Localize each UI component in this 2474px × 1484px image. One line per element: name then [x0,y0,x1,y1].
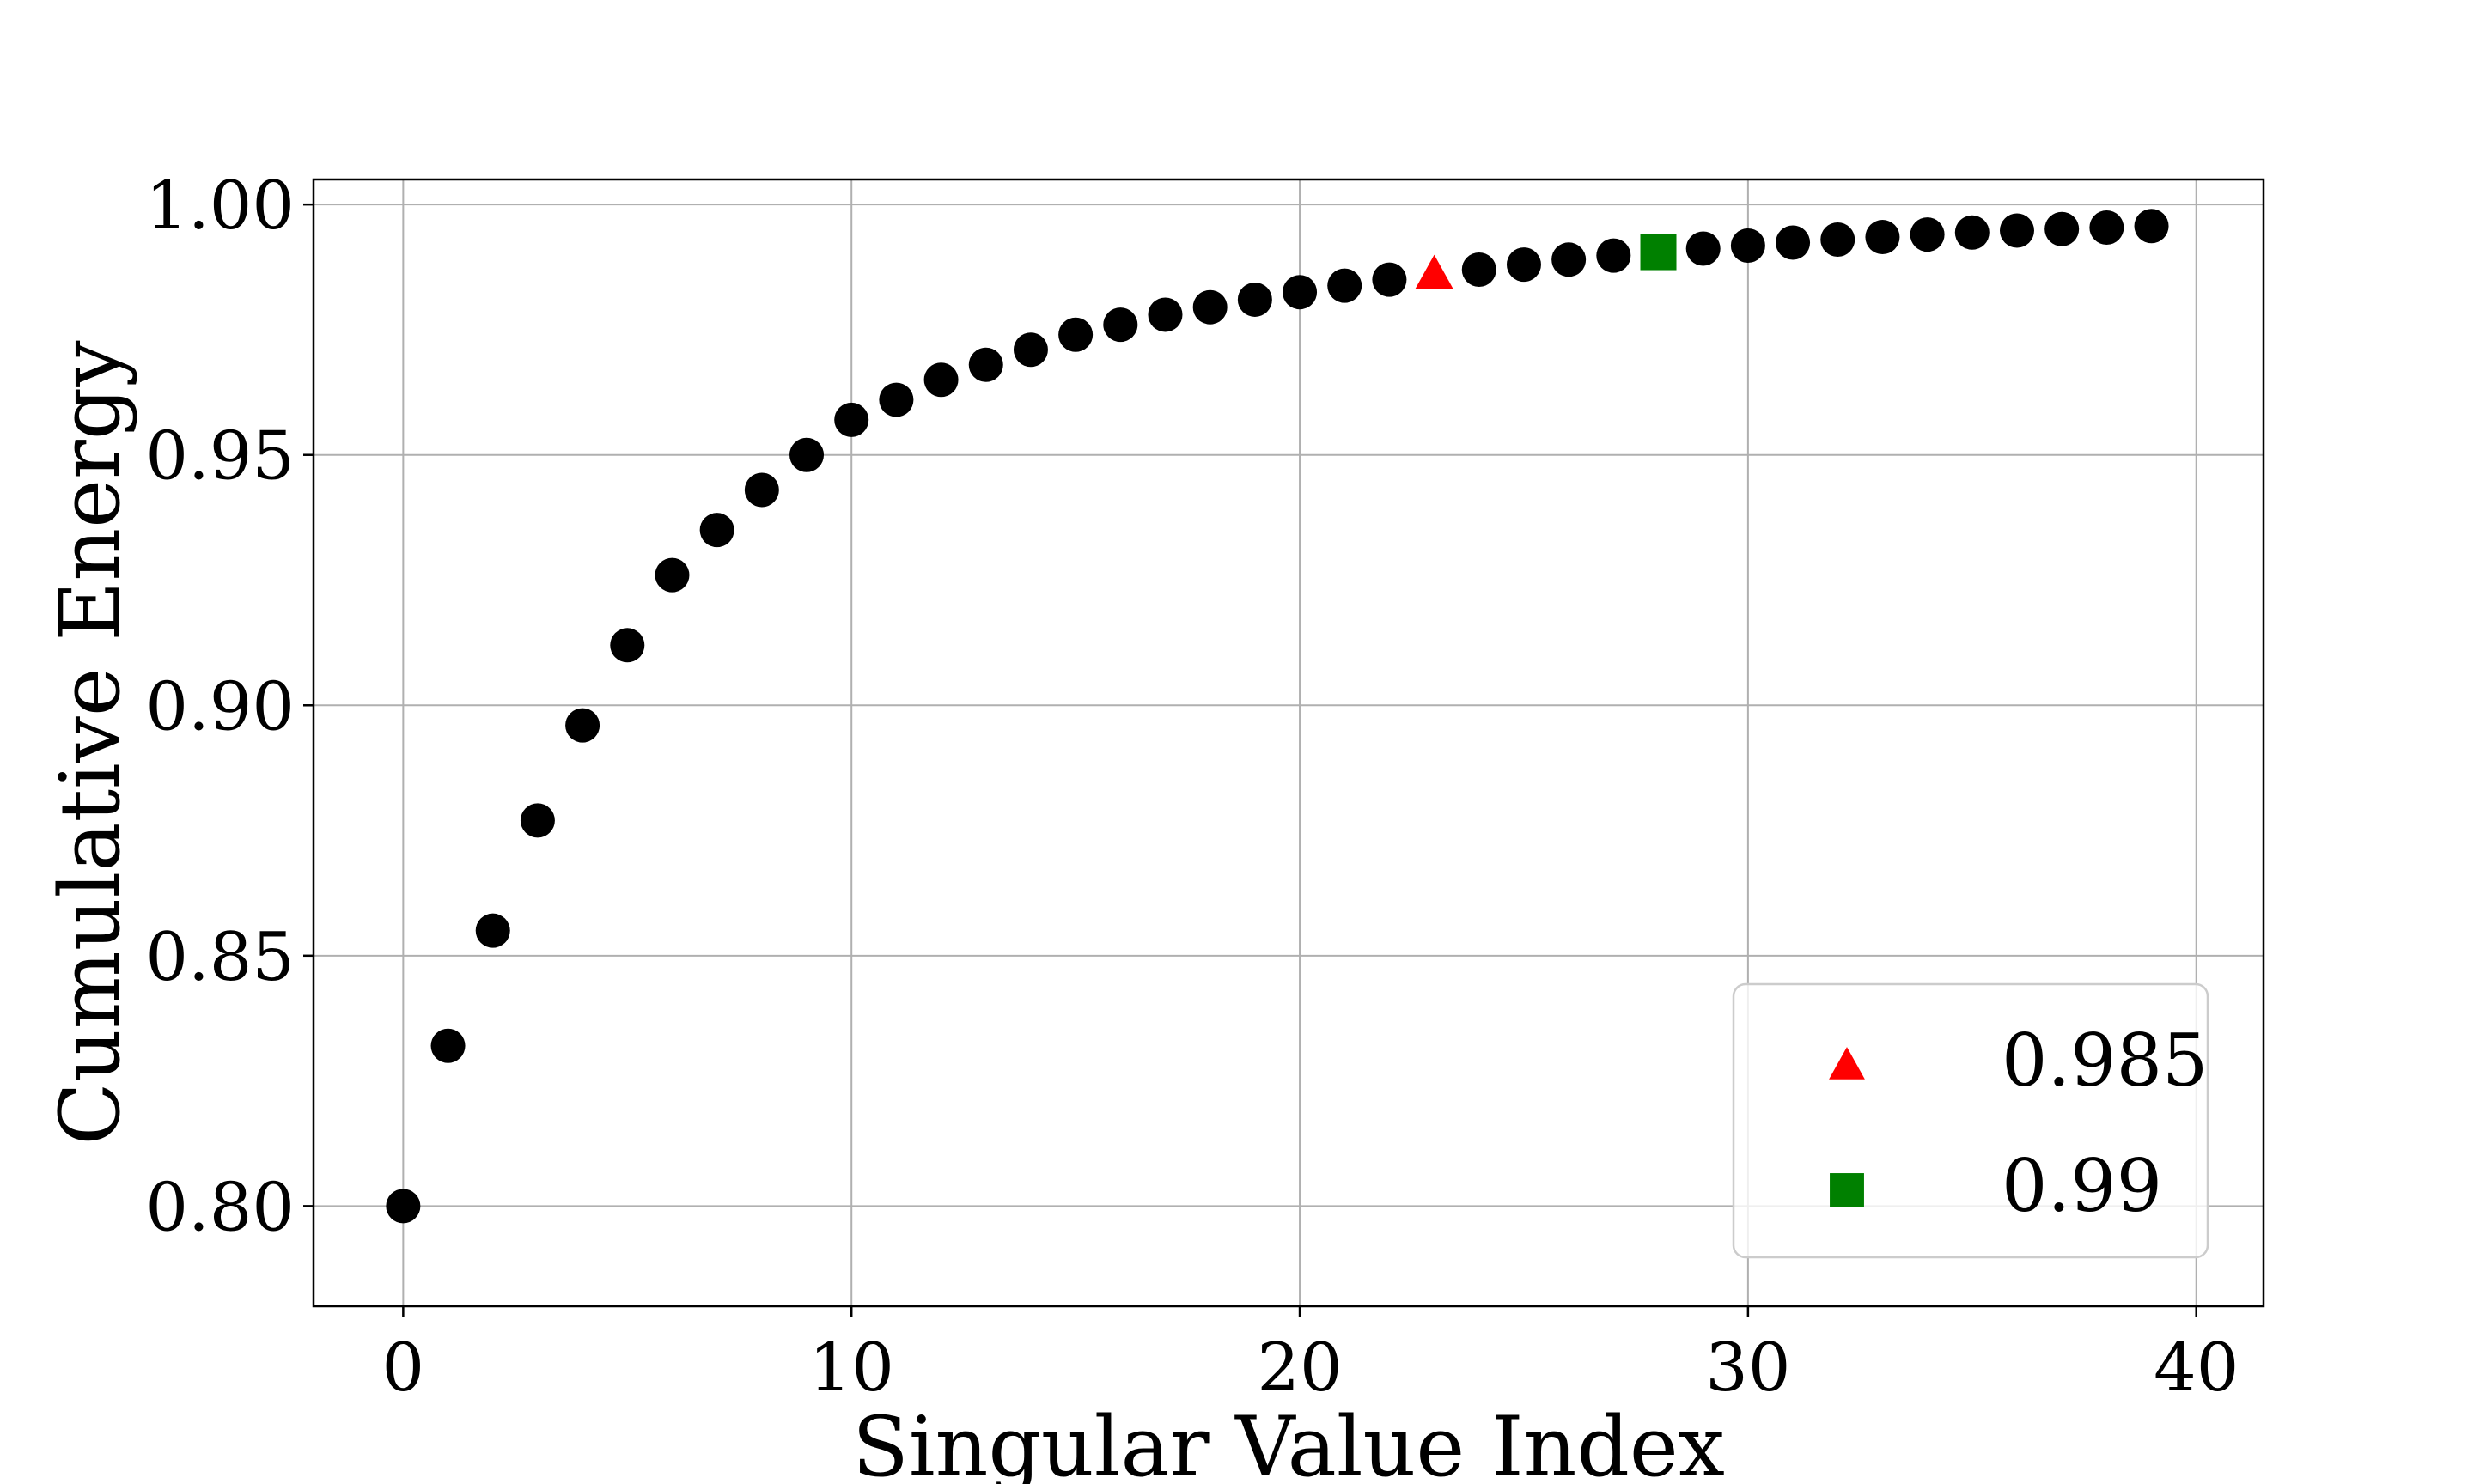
data-point [1237,282,1272,317]
grid [314,179,2264,1306]
data-point [1013,332,1048,368]
plot-area [386,209,2169,1224]
data-point [2044,211,2080,246]
data-point [1327,268,1362,303]
data-point [923,362,959,398]
data-point [789,437,825,472]
data-point [610,628,645,663]
threshold-0985-marker [1415,254,1453,289]
data-point [1730,228,1765,263]
legend-entry: 0.985 [1829,1019,2208,1103]
data-point [1506,247,1541,283]
data-point [1192,289,1228,325]
data-point [1910,217,1945,252]
data-point [1776,225,1811,260]
x-tick-label: 40 [2154,1329,2239,1407]
data-point [699,513,734,548]
data-point [1103,307,1138,343]
data-point [565,708,600,743]
data-point [1058,317,1094,352]
x-axis-label: Singular Value Index [852,1399,1725,1484]
data-point [744,472,779,508]
data-point [1283,275,1318,310]
data-point [2089,210,2124,245]
y-tick-label: 0.80 [145,1169,295,1246]
data-point [1685,231,1721,266]
legend-label: 0.99 [2002,1144,2162,1228]
legend-label: 0.985 [2002,1019,2208,1103]
data-point [655,557,690,593]
data-point [1954,215,1990,250]
legend: 0.985 0.99 [1732,982,2209,1259]
data-point [1596,238,1631,273]
data-point [1551,242,1587,277]
y-axis-label: Cumulative Energy [42,340,138,1145]
data-point [1865,220,1900,255]
data-point [1372,262,1407,297]
series-2 [1640,234,1677,271]
data-point [386,1189,421,1224]
data-point [1999,213,2034,248]
axis-ticks: 0 10 20 30 40 0.80 0.85 0.90 0.95 1.00 [145,167,2239,1407]
data-point [879,382,914,417]
y-tick-label: 1.00 [145,167,295,245]
data-point [1820,222,1855,257]
triangle-icon [1829,1047,1865,1080]
data-point [2134,209,2169,244]
y-tick-label: 0.85 [145,919,295,996]
series-1 [1415,254,1453,289]
data-point [1148,297,1183,332]
x-tick-label: 30 [1705,1329,1790,1407]
data-point [475,913,510,948]
series-0 [386,209,2169,1224]
x-tick-label: 10 [809,1329,894,1407]
x-tick-label: 20 [1257,1329,1342,1407]
square-icon [1830,1173,1864,1207]
legend-entries: 0.985 0.99 [1829,1019,2208,1228]
data-point [1461,252,1496,287]
data-point [834,402,869,437]
threshold-099-marker [1640,234,1677,271]
x-tick-label: 0 [382,1329,425,1407]
y-tick-label: 0.90 [145,668,295,745]
data-point [520,803,555,838]
plot-frame [312,178,2265,1308]
data-point [968,347,1003,382]
y-tick-label: 0.95 [145,418,295,496]
data-point [430,1028,466,1063]
legend-entry: 0.99 [1830,1144,2162,1228]
